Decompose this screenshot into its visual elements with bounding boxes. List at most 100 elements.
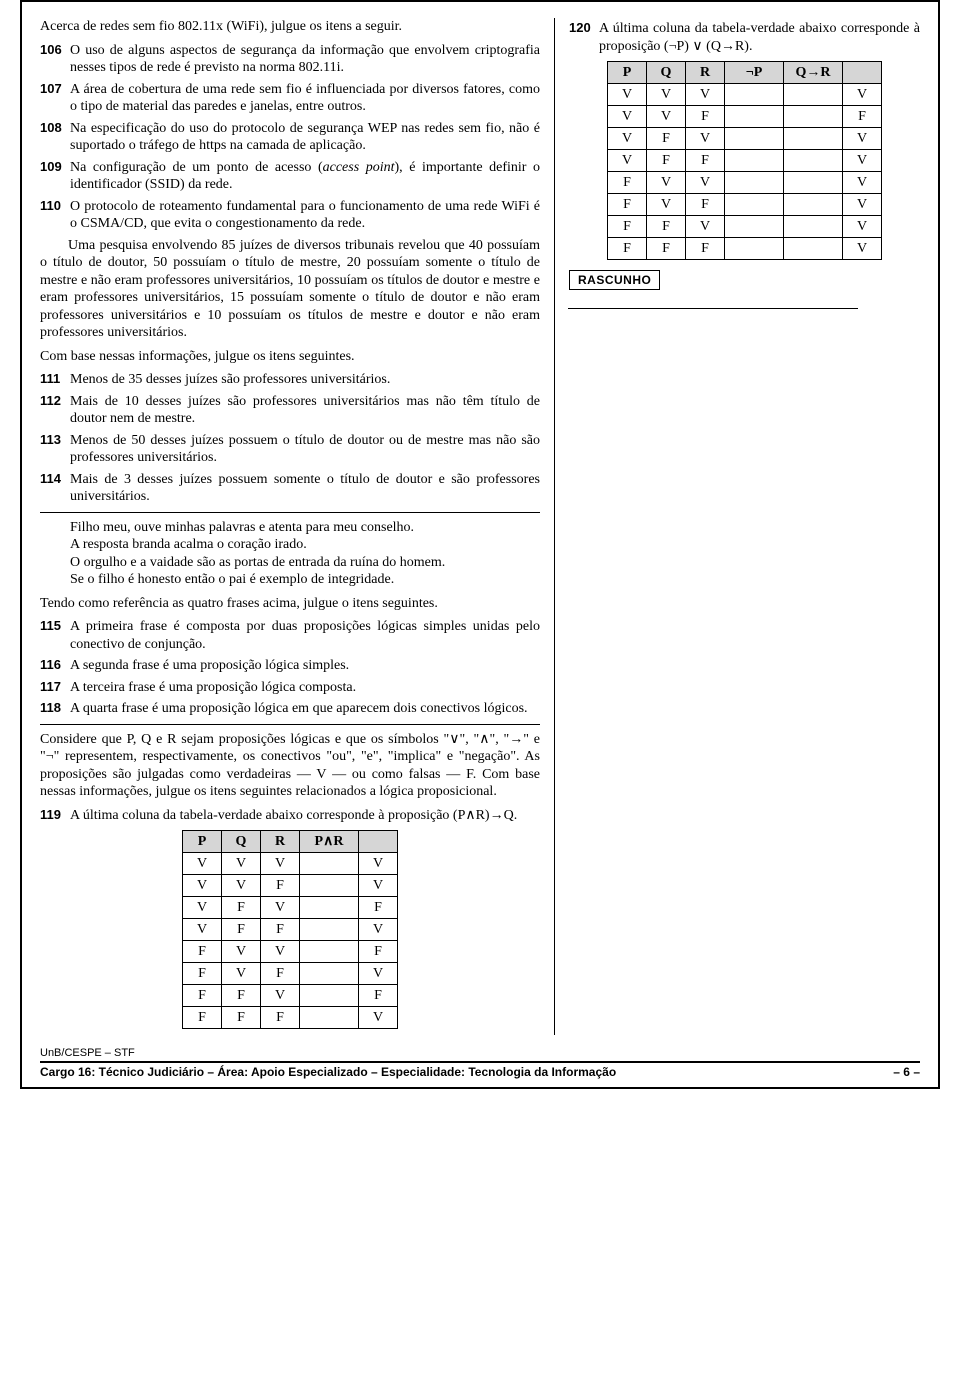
research-lead: Com base nessas informações, julgue os i… xyxy=(40,348,540,366)
table-header: Q xyxy=(647,62,686,84)
item-number: 116 xyxy=(40,657,70,675)
table-row: FVVF xyxy=(183,941,398,963)
truth-table-119: PQRP∧RVVVVVVFVVFVFVFFVFVVFFVFVFFVFFFFV xyxy=(182,830,398,1029)
item-number: 110 xyxy=(40,198,70,233)
item-120: 120 A última coluna da tabela-verdade ab… xyxy=(569,20,920,55)
item-text: A última coluna da tabela-verdade abaixo… xyxy=(599,20,920,55)
quote-lead: Tendo como referência as quatro frases a… xyxy=(40,595,540,613)
exam-item: 106O uso de alguns aspectos de segurança… xyxy=(40,42,540,77)
table-cell: V xyxy=(647,84,686,106)
table-cell xyxy=(300,985,359,1007)
table-cell: V xyxy=(647,106,686,128)
table-cell xyxy=(725,128,784,150)
table-cell: V xyxy=(608,106,647,128)
table-cell: V xyxy=(608,128,647,150)
table-cell xyxy=(784,128,843,150)
item-text: A primeira frase é composta por duas pro… xyxy=(70,618,540,653)
table-cell: V xyxy=(686,216,725,238)
table-row: FVVV xyxy=(608,172,882,194)
table-cell: F xyxy=(608,238,647,260)
quote-line: Filho meu, ouve minhas palavras e atenta… xyxy=(70,519,540,537)
table-header: R xyxy=(261,831,300,853)
table-cell: V xyxy=(222,941,261,963)
item-number: 114 xyxy=(40,471,70,506)
item-number: 115 xyxy=(40,618,70,653)
item-119: 119 A última coluna da tabela-verdade ab… xyxy=(40,807,540,825)
table-cell: V xyxy=(686,128,725,150)
table-cell: F xyxy=(686,150,725,172)
table-row: VFVV xyxy=(608,128,882,150)
table-row: VVVV xyxy=(183,853,398,875)
item-number: 113 xyxy=(40,432,70,467)
table-cell: F xyxy=(222,897,261,919)
exam-item: 116A segunda frase é uma proposição lógi… xyxy=(40,657,540,675)
exam-item: 114Mais de 3 desses juízes possuem somen… xyxy=(40,471,540,506)
quote-line: Se o filho é honesto então o pai é exemp… xyxy=(70,571,540,589)
table-cell xyxy=(725,194,784,216)
item-number: 106 xyxy=(40,42,70,77)
table-row: VFFV xyxy=(183,919,398,941)
table-row: VFFV xyxy=(608,150,882,172)
table-cell xyxy=(784,238,843,260)
item-text: O uso de alguns aspectos de segurança da… xyxy=(70,42,540,77)
item-text: Mais de 3 desses juízes possuem somente … xyxy=(70,471,540,506)
table-row: VFVF xyxy=(183,897,398,919)
table-cell: F xyxy=(608,216,647,238)
item-text: Menos de 50 desses juízes possuem o títu… xyxy=(70,432,540,467)
table-cell xyxy=(784,106,843,128)
table-cell: F xyxy=(359,985,398,1007)
table-cell: V xyxy=(843,238,882,260)
exam-item: 108Na especificação do uso do protocolo … xyxy=(40,120,540,155)
table-row: FFVF xyxy=(183,985,398,1007)
table-row: VVVV xyxy=(608,84,882,106)
table-cell xyxy=(725,84,784,106)
table-cell xyxy=(725,106,784,128)
item-number: 107 xyxy=(40,81,70,116)
table-cell xyxy=(784,150,843,172)
divider xyxy=(40,724,540,725)
exam-item: 110O protocolo de roteamento fundamental… xyxy=(40,198,540,233)
exam-item: 117A terceira frase é uma proposição lóg… xyxy=(40,679,540,697)
table-cell: V xyxy=(261,897,300,919)
table-cell: F xyxy=(686,106,725,128)
right-column: 120 A última coluna da tabela-verdade ab… xyxy=(569,18,920,1035)
rascunho-area: RASCUNHO xyxy=(569,270,920,309)
table-cell xyxy=(784,172,843,194)
table-cell: V xyxy=(647,172,686,194)
table-cell: F xyxy=(686,238,725,260)
item-number: 109 xyxy=(40,159,70,194)
columns: Acerca de redes sem fio 802.11x (WiFi), … xyxy=(40,18,920,1035)
exam-item: 111Menos de 35 desses juízes são profess… xyxy=(40,371,540,389)
footer-page: – 6 – xyxy=(893,1065,920,1079)
table-cell: V xyxy=(261,853,300,875)
item-text: O protocolo de roteamento fundamental pa… xyxy=(70,198,540,233)
table-cell: F xyxy=(647,238,686,260)
table-cell: F xyxy=(261,919,300,941)
table-row: FVFV xyxy=(608,194,882,216)
table-cell xyxy=(300,919,359,941)
table-cell: F xyxy=(647,128,686,150)
exam-page: Acerca de redes sem fio 802.11x (WiFi), … xyxy=(20,0,940,1089)
table-cell xyxy=(300,1007,359,1029)
quote-line: O orgulho e a vaidade são as portas de e… xyxy=(70,554,540,572)
table-header: R xyxy=(686,62,725,84)
table-cell xyxy=(300,897,359,919)
logic-paragraph: Considere que P, Q e R sejam proposições… xyxy=(40,731,540,801)
table-row: FVFV xyxy=(183,963,398,985)
table-header: P xyxy=(608,62,647,84)
table-cell: V xyxy=(843,172,882,194)
footer-cargo: Cargo 16: Técnico Judiciário – Área: Apo… xyxy=(40,1065,616,1079)
quote-block: Filho meu, ouve minhas palavras e atenta… xyxy=(70,519,540,589)
table-cell: V xyxy=(843,84,882,106)
table-cell xyxy=(784,216,843,238)
table-cell xyxy=(300,963,359,985)
table-cell: F xyxy=(359,941,398,963)
table-cell: V xyxy=(843,150,882,172)
quote-line: A resposta branda acalma o coração irado… xyxy=(70,536,540,554)
table-cell: V xyxy=(686,172,725,194)
table-cell: V xyxy=(359,963,398,985)
table-cell: F xyxy=(183,985,222,1007)
table-cell: V xyxy=(843,128,882,150)
item-number: 112 xyxy=(40,393,70,428)
page-footer: UnB/CESPE – STF Cargo 16: Técnico Judici… xyxy=(40,1043,920,1079)
